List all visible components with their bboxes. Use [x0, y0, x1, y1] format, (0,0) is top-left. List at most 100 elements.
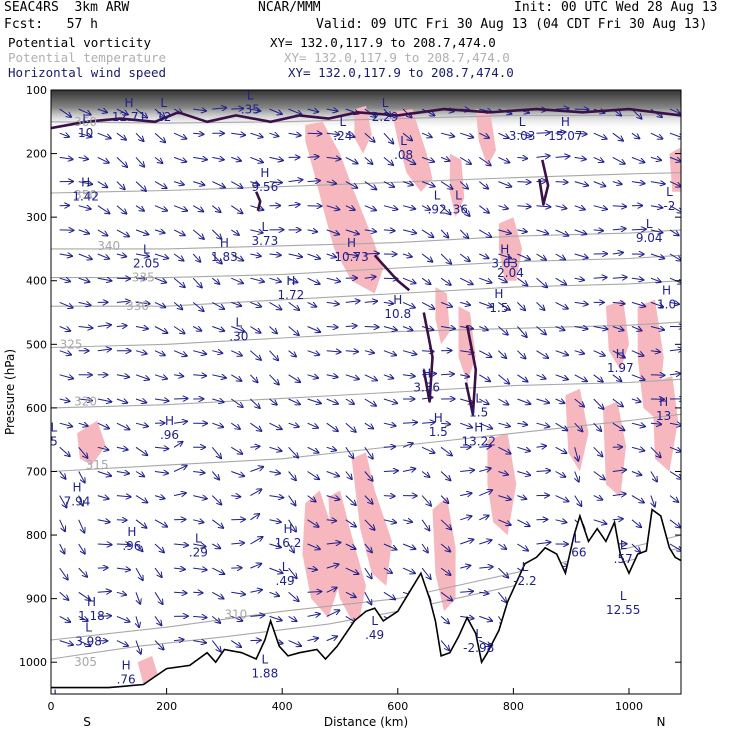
wind-arrow [517, 182, 530, 183]
theta-contour-label: 335 [132, 271, 155, 285]
x-tick-label: 0 [48, 700, 55, 713]
theta-contour-label: 330 [126, 299, 149, 313]
extremum-marker: L [382, 96, 389, 110]
extremum-value: 10 [78, 126, 93, 140]
extremum-marker: H [422, 366, 431, 380]
cross-section-chart: 305310315320325330335340350360H12.71L12L… [0, 0, 740, 740]
extremum-value: 15.07 [548, 129, 582, 143]
wind-arrow [193, 592, 202, 593]
y-tick-label: 300 [26, 211, 47, 224]
extremum-value: 3.98 [75, 635, 102, 649]
extremum-marker: H [474, 420, 483, 434]
endpoint-right: N [657, 715, 666, 729]
extremum-marker: L [522, 560, 529, 574]
extremum-marker: H [165, 414, 174, 428]
y-tick-label: 800 [26, 529, 47, 542]
extremum-marker: L [475, 392, 482, 406]
extremum-marker: H [434, 411, 443, 425]
extremum-marker: H [393, 293, 402, 307]
extremum-marker: L [666, 185, 673, 199]
extremum-marker: L [455, 188, 462, 202]
extremum-value: 1.0 [657, 298, 676, 312]
extremum-marker: L [262, 220, 269, 234]
extremum-marker: L [507, 252, 514, 266]
extremum-marker: L [340, 115, 347, 129]
extremum-value: -2.2 [513, 574, 536, 588]
extremum-marker: L [400, 134, 407, 148]
extremum-value: .08 [394, 148, 413, 162]
wind-arrow [98, 568, 108, 569]
extremum-value: 1.5 [489, 301, 508, 315]
wind-arrow [556, 109, 569, 110]
theta-contour-label: 320 [74, 395, 97, 409]
y-tick-label: 1000 [19, 656, 47, 669]
extremum-marker: H [286, 274, 295, 288]
extremum-marker: H [127, 525, 136, 539]
extremum-value: .92 [428, 202, 447, 216]
extremum-value: 12 [156, 110, 171, 124]
extremum-marker: L [195, 532, 202, 546]
extremum-value: 7.94 [64, 495, 91, 509]
extremum-value: 10.8 [384, 307, 411, 321]
extremum-value: .49 [276, 574, 295, 588]
y-tick-label: 100 [26, 84, 47, 97]
extremum-marker: L [371, 614, 378, 628]
extremum-value: .57 [614, 552, 633, 566]
extremum-marker: L [82, 112, 89, 126]
extremum-value: .24 [333, 129, 352, 143]
extremum-value: 1.83 [211, 250, 238, 264]
extremum-value: .96 [160, 428, 179, 442]
extremum-value: 3.03 [509, 129, 536, 143]
extremum-value: 1.5 [469, 406, 488, 420]
wind-arrow [174, 399, 187, 400]
extremum-value: .49 [365, 628, 384, 642]
extremum-value: 10.73 [334, 250, 368, 264]
extremum-marker: H [72, 481, 81, 495]
wind-arrow [98, 544, 112, 545]
extremum-value: 1.5 [429, 425, 448, 439]
extremum-marker: H [260, 166, 269, 180]
extremum-marker: H [561, 115, 570, 129]
extremum-value: 16.2 [275, 536, 302, 550]
y-tick-label: 500 [26, 338, 47, 351]
extremum-value: 2.04 [497, 266, 524, 280]
theta-contour-label: 305 [74, 655, 97, 669]
wind-arrow [556, 182, 568, 183]
y-tick-label: 700 [26, 465, 47, 478]
extremum-value: 3.36 [413, 380, 440, 394]
extremum-value: .76 [117, 673, 136, 687]
extremum-marker: H [494, 287, 503, 301]
extremum-value: 1.88 [251, 666, 278, 680]
extremum-marker: H [125, 96, 134, 110]
extremum-marker: H [659, 395, 668, 409]
endpoint-left: S [83, 715, 91, 729]
extremum-marker: L [646, 217, 653, 231]
extremum-marker: L [574, 532, 581, 546]
wind-arrow [651, 375, 665, 376]
x-axis-label: Distance (km) [324, 715, 408, 729]
x-tick-label: 1000 [615, 700, 643, 713]
extremum-value: 9.56 [251, 180, 278, 194]
extremum-marker: L [620, 589, 627, 603]
extremum-value: 13 [656, 409, 671, 423]
extremum-value: 1.42 [72, 190, 99, 204]
extremum-value: 12.55 [606, 603, 640, 617]
x-tick-label: 800 [503, 700, 524, 713]
wind-arrow [308, 133, 322, 134]
y-tick-label: 900 [26, 593, 47, 606]
extremum-marker: L [236, 315, 243, 329]
theta-contour-label: 325 [60, 337, 83, 351]
x-tick-label: 600 [387, 700, 408, 713]
extremum-value: .29 [189, 546, 208, 560]
extremum-marker: L [475, 627, 482, 641]
extremum-value: 12.71 [112, 110, 146, 124]
extremum-marker: L [282, 560, 289, 574]
extremum-value: 2.05 [133, 256, 160, 270]
extremum-value: .30 [229, 329, 248, 343]
extremum-value: 13.22 [462, 434, 496, 448]
extremum-marker: H [81, 176, 90, 190]
wind-arrow [365, 327, 379, 328]
extremum-marker: H [616, 347, 625, 361]
extremum-marker: H [87, 595, 96, 609]
y-tick-label: 200 [26, 148, 47, 161]
